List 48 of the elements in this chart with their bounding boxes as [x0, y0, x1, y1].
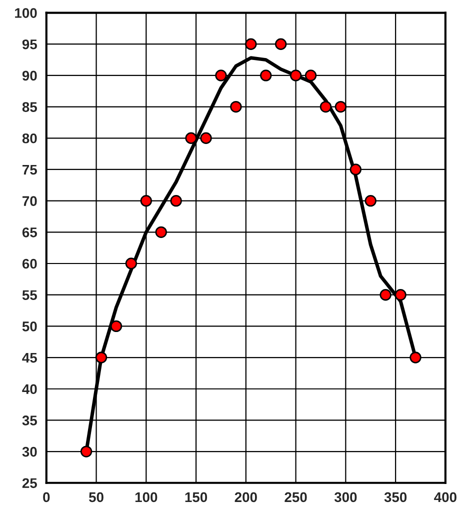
x-tick-label: 50: [88, 492, 104, 502]
point: [140, 194, 152, 207]
point: [260, 70, 272, 82]
x-tick-label: 100: [135, 492, 158, 502]
x-tick-label: 150: [185, 492, 208, 502]
point: [230, 100, 242, 113]
x-tick-label: 300: [334, 492, 357, 502]
point: [274, 38, 287, 50]
y-tick-label: 90: [22, 70, 37, 81]
point: [350, 164, 362, 176]
y-tick-label: 55: [22, 290, 37, 300]
point: [394, 289, 406, 301]
point: [245, 38, 257, 50]
point: [185, 132, 197, 144]
point: [125, 258, 138, 270]
point: [364, 194, 376, 207]
y-tick-label: 50: [22, 322, 37, 332]
x-tick-label: 200: [234, 492, 257, 502]
x-tick-label: 250: [284, 492, 307, 502]
point: [110, 320, 122, 332]
y-tick-label: 65: [22, 228, 37, 238]
point: [95, 352, 108, 364]
y-tick-label: 70: [22, 196, 37, 206]
y-tick-label: 95: [22, 39, 37, 50]
point: [290, 70, 302, 82]
y-tick-label: 40: [22, 384, 37, 394]
x-tick-label: 0: [43, 492, 50, 502]
x-tick-label: 350: [384, 492, 407, 502]
y-tick-label: 45: [22, 353, 37, 363]
y-tick-label: 85: [22, 102, 37, 112]
point: [215, 70, 227, 82]
point: [320, 100, 332, 113]
point: [334, 100, 347, 113]
point: [380, 289, 392, 301]
x-tick-label: 400: [434, 492, 456, 502]
y-tick-label: 30: [22, 446, 37, 457]
point: [304, 70, 317, 82]
y-tick-label: 80: [22, 133, 37, 144]
y-tick-label: 25: [22, 478, 37, 488]
point: [80, 446, 92, 458]
point: [155, 226, 167, 238]
point: [410, 352, 422, 364]
y-tick-label: 35: [22, 416, 37, 426]
point: [170, 194, 182, 207]
y-tick-label: 75: [22, 164, 37, 175]
y-tick-label: 100: [15, 8, 37, 18]
y-tick-label: 60: [22, 258, 37, 269]
point: [200, 132, 212, 144]
